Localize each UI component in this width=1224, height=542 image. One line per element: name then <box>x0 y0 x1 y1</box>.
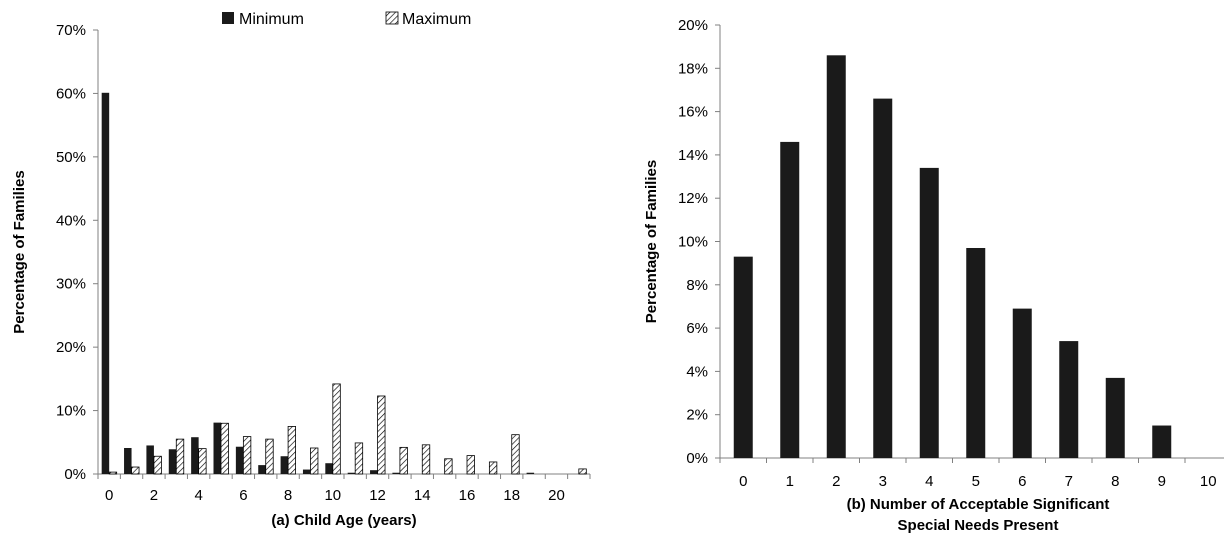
x-tick-label-a: 4 <box>194 487 202 504</box>
bar-maximum-age-1 <box>131 466 140 475</box>
x-tick-label-b: 7 <box>1065 473 1073 490</box>
x-axis-title-b-line1: (b) Number of Acceptable Significant <box>847 496 1110 513</box>
bar-maximum-age-17 <box>488 461 498 475</box>
y-tick-label-b: 4% <box>686 363 708 380</box>
y-tick-label-b: 6% <box>686 320 708 337</box>
legend-swatch-maximum <box>385 11 399 25</box>
bar-maximum-age-15 <box>444 458 453 475</box>
bar-special-needs-8 <box>1105 377 1125 458</box>
bar-maximum-age-13 <box>399 446 408 475</box>
bar-minimum-age-8 <box>280 456 289 474</box>
bar-maximum-age-10 <box>332 383 341 475</box>
x-tick-label-b: 2 <box>832 473 840 490</box>
x-tick-label-b: 3 <box>879 473 887 490</box>
bar-maximum-age-7 <box>265 438 274 475</box>
bar-maximum-age-16 <box>466 455 475 475</box>
y-tick-label-b: 20% <box>678 17 708 34</box>
y-tick-label-a: 40% <box>56 212 86 229</box>
bar-minimum-age-0 <box>101 92 110 475</box>
y-tick-label-b: 0% <box>686 450 708 467</box>
bar-maximum-age-4 <box>198 448 207 475</box>
bar-minimum-age-2 <box>146 445 154 474</box>
y-tick-label-b: 14% <box>678 147 708 164</box>
x-tick-label-a: 8 <box>284 487 292 504</box>
bar-special-needs-2 <box>826 55 846 459</box>
x-tick-label-a: 10 <box>324 487 341 504</box>
x-tick-label-b: 8 <box>1111 473 1119 490</box>
bar-minimum-age-3 <box>168 449 177 474</box>
legend-label-maximum: Maximum <box>402 11 471 28</box>
bar-minimum-age-6 <box>235 446 244 474</box>
x-tick-label-a: 6 <box>239 487 247 504</box>
bar-special-needs-4 <box>919 167 939 458</box>
bar-special-needs-6 <box>1012 308 1032 458</box>
bar-maximum-age-0 <box>108 471 118 475</box>
y-tick-label-b: 10% <box>678 234 708 251</box>
bar-maximum-age-2 <box>153 455 162 475</box>
x-axis-title-a: (a) Child Age (years) <box>271 512 416 529</box>
y-tick-label-b: 8% <box>686 277 708 294</box>
y-tick-label-a: 70% <box>56 22 86 39</box>
bar-maximum-age-3 <box>175 438 185 475</box>
x-tick-label-b: 0 <box>739 473 747 490</box>
y-tick-label-a: 30% <box>56 276 86 293</box>
y-tick-label-a: 20% <box>56 339 86 356</box>
bar-minimum-age-1 <box>124 447 132 474</box>
bar-special-needs-0 <box>733 256 753 458</box>
y-tick-label-a: 10% <box>56 403 86 420</box>
y-tick-label-b: 16% <box>678 104 708 121</box>
chart-a-child-age: 0% 10% 20% 30% 40% 50% 60% 70% 0 2 4 6 8 10 12 14 16 18 20… <box>11 11 591 529</box>
bar-minimum-age-12 <box>370 470 378 474</box>
bar-maximum-age-12 <box>377 395 386 475</box>
bar-special-needs-3 <box>873 98 893 459</box>
x-tick-label-b: 6 <box>1018 473 1026 490</box>
bar-special-needs-5 <box>966 247 986 458</box>
y-tick-label-b: 18% <box>678 60 708 77</box>
x-tick-label-b: 1 <box>786 473 794 490</box>
bar-maximum-age-9 <box>310 447 319 475</box>
x-tick-label-a: 16 <box>459 487 476 504</box>
chart-b-special-needs: 0% 2% 4% 6% 8% 10% 12% 14% 16% 18% 20% 0 1 2 3 4 5 6 7 8 9 10… <box>643 17 1224 534</box>
y-axis-title-a: Percentage of Families <box>11 170 28 333</box>
x-tick-label-b: 5 <box>972 473 980 490</box>
bar-special-needs-9 <box>1152 425 1172 458</box>
bar-minimum-age-11 <box>347 472 356 474</box>
x-tick-label-a: 0 <box>105 487 113 504</box>
x-tick-label-a: 2 <box>150 487 158 504</box>
x-tick-label-b: 4 <box>925 473 933 490</box>
bar-special-needs-7 <box>1059 341 1079 458</box>
bar-maximum-age-8 <box>287 426 296 475</box>
x-tick-label-b: 10 <box>1200 473 1217 490</box>
bar-minimum-age-10 <box>325 463 333 474</box>
x-tick-label-b: 9 <box>1158 473 1166 490</box>
y-axis-title-b: Percentage of Families <box>643 160 660 323</box>
bar-minimum-age-5 <box>213 422 221 474</box>
bar-maximum-age-21 <box>578 468 587 475</box>
x-tick-label-a: 12 <box>369 487 386 504</box>
legend-swatch-minimum <box>222 12 234 24</box>
x-tick-label-a: 14 <box>414 487 431 504</box>
y-tick-label-b: 12% <box>678 190 708 207</box>
y-tick-label-a: 60% <box>56 85 86 102</box>
y-tick-label-b: 2% <box>686 407 708 424</box>
bar-maximum-age-14 <box>421 444 431 475</box>
bar-minimum-age-7 <box>258 465 266 474</box>
y-tick-label-a: 0% <box>64 466 86 483</box>
x-tick-label-a: 20 <box>548 487 565 504</box>
bar-maximum-age-5 <box>220 422 229 475</box>
bar-minimum-age-13 <box>392 472 400 474</box>
x-axis-title-b-line2: Special Needs Present <box>898 517 1059 534</box>
x-tick-label-a: 18 <box>503 487 520 504</box>
bar-maximum-age-18 <box>511 434 520 475</box>
bar-minimum-age-4 <box>191 437 199 474</box>
bar-maximum-age-11 <box>354 442 364 475</box>
bar-maximum-age-6 <box>242 436 252 475</box>
legend-label-minimum: Minimum <box>239 11 304 28</box>
bar-minimum-age-9 <box>302 469 311 474</box>
y-tick-label-a: 50% <box>56 149 86 166</box>
bar-minimum-age-19 <box>526 472 535 474</box>
bar-special-needs-1 <box>780 141 800 458</box>
